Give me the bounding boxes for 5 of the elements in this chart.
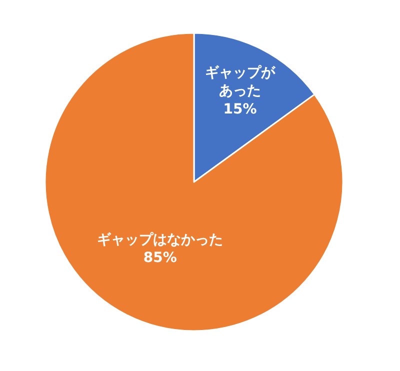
slice-label: ギャップはなかった bbox=[97, 230, 224, 248]
data-label: 15% bbox=[223, 101, 257, 118]
pie-slice bbox=[44, 32, 344, 332]
data-label: 85% bbox=[143, 250, 177, 266]
slice-label: ギャップがあった bbox=[205, 64, 276, 100]
